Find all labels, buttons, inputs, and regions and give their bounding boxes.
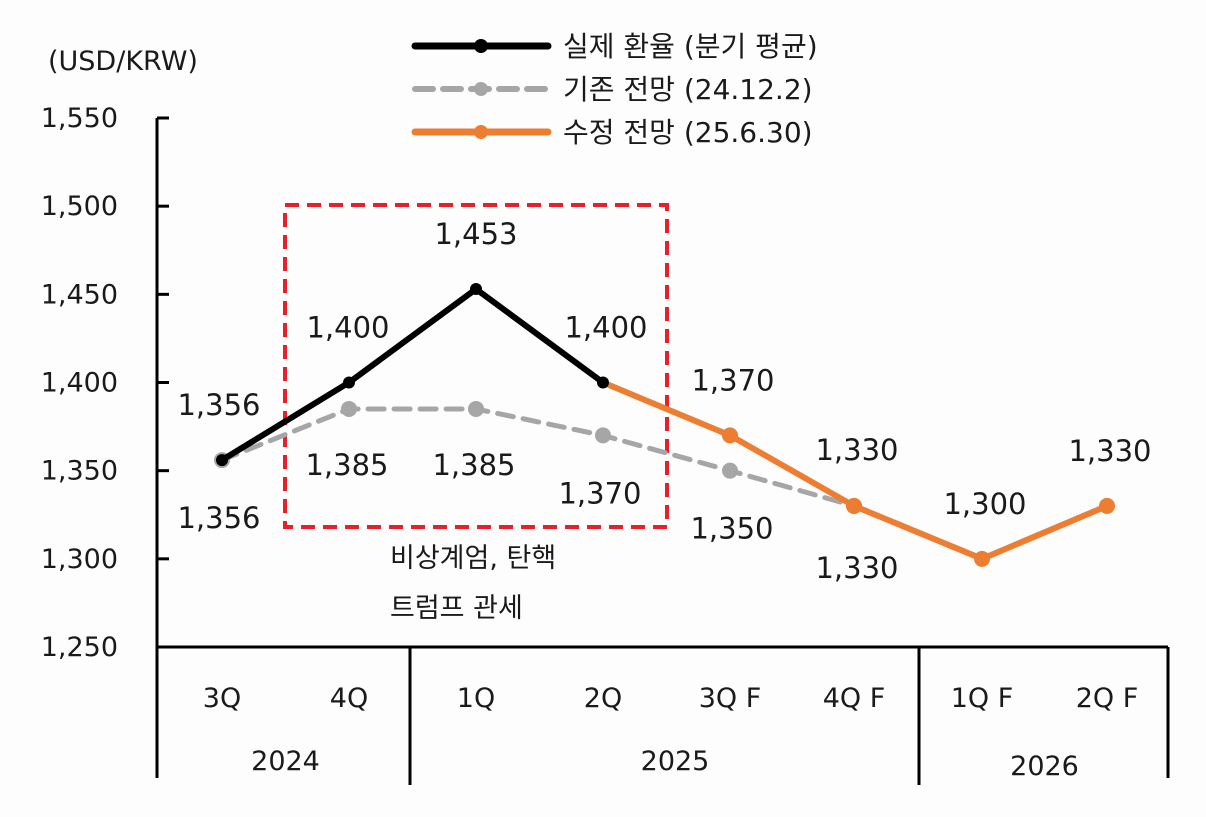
year-label: 2024 bbox=[251, 746, 320, 777]
legend-swatch-marker bbox=[474, 125, 488, 139]
year-label: 2026 bbox=[1010, 751, 1079, 782]
data-label: 1,453 bbox=[434, 217, 517, 251]
data-label: 1,370 bbox=[558, 476, 641, 510]
data-label: 1,385 bbox=[432, 448, 515, 482]
legend-entry-label: 기존 전망 (24.12.2) bbox=[563, 73, 813, 106]
y-tick-label: 1,550 bbox=[41, 103, 118, 134]
series-point-2 bbox=[722, 427, 738, 444]
data-label: 1,356 bbox=[177, 388, 260, 422]
legend: 실제 환율 (분기 평균) 기존 전망 (24.12.2) 수정 전망 (25.6.… bbox=[411, 30, 818, 149]
annotation-text: 비상계엄, 탄핵 bbox=[390, 543, 556, 574]
legend-swatch-marker bbox=[474, 39, 488, 53]
x-tick-label: 3Q F bbox=[699, 683, 762, 714]
x-tick-label: 4Q bbox=[330, 683, 368, 714]
data-label: 1,400 bbox=[306, 311, 389, 345]
legend-entry-label: 수정 전망 (25.6.30) bbox=[563, 116, 813, 149]
series-point-1 bbox=[468, 400, 484, 417]
series-point-2 bbox=[846, 497, 862, 514]
y-tick-label: 1,300 bbox=[41, 544, 118, 575]
data-label: 1,400 bbox=[564, 311, 647, 345]
series-line-1 bbox=[219, 406, 857, 509]
data-label: 1,370 bbox=[691, 363, 774, 397]
year-label: 2025 bbox=[641, 746, 710, 777]
series-line-2 bbox=[600, 379, 1110, 562]
data-label: 1,350 bbox=[690, 512, 773, 546]
y-tick-label: 1,450 bbox=[41, 279, 118, 310]
data-label: 1,330 bbox=[815, 433, 898, 467]
series-line-0 bbox=[219, 286, 606, 464]
chart-frame: (USD/KRW)1,5501,5001,4501,4001,3501,3001… bbox=[41, 46, 1170, 785]
series-point-0 bbox=[597, 376, 609, 389]
legend-swatch-marker bbox=[474, 82, 488, 96]
series-point-0 bbox=[343, 376, 355, 389]
series-layer bbox=[214, 283, 1115, 567]
x-tick-label: 2Q F bbox=[1076, 683, 1139, 714]
x-tick-label: 1Q F bbox=[951, 683, 1014, 714]
x-tick-label: 3Q bbox=[203, 683, 241, 714]
annotation-text: 트럼프 관세 bbox=[390, 593, 523, 624]
legend-entry-label: 실제 환율 (분기 평균) bbox=[563, 30, 818, 63]
series-point-1 bbox=[341, 400, 357, 417]
series-point-2 bbox=[974, 550, 990, 567]
unit-label: (USD/KRW) bbox=[48, 46, 198, 77]
y-tick-label: 1,250 bbox=[41, 632, 118, 663]
x-tick-label: 1Q bbox=[457, 683, 495, 714]
data-label: 1,356 bbox=[177, 501, 260, 535]
series-point-0 bbox=[216, 454, 228, 467]
data-label: 1,300 bbox=[943, 487, 1026, 521]
data-label: 1,385 bbox=[305, 448, 388, 482]
data-labels: 1,356 1,385 1,385 1,370 1,350 1,330 1,370 1,330… bbox=[177, 217, 1151, 585]
series-point-0 bbox=[470, 283, 482, 296]
series-point-2 bbox=[1099, 497, 1115, 514]
y-tick-label: 1,400 bbox=[41, 368, 118, 399]
data-label: 1,330 bbox=[1068, 434, 1151, 468]
data-label: 1,330 bbox=[815, 551, 898, 585]
x-tick-label: 4Q F bbox=[823, 683, 886, 714]
series-point-1 bbox=[595, 427, 611, 444]
series-point-1 bbox=[722, 462, 738, 479]
y-tick-label: 1,500 bbox=[41, 191, 118, 222]
x-tick-label: 2Q bbox=[584, 683, 622, 714]
y-tick-label: 1,350 bbox=[41, 456, 118, 487]
